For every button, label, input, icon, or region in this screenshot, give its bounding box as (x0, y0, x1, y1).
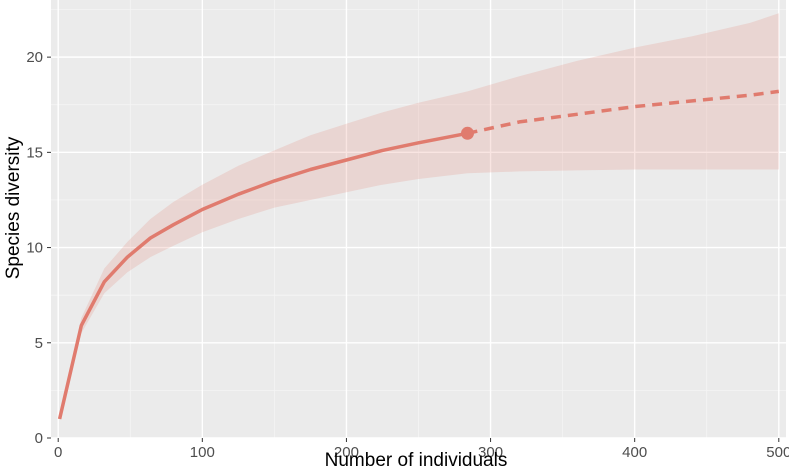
extrapolated-ribbon (467, 13, 779, 174)
y-tick-label: 20 (26, 49, 43, 66)
x-tick-label: 400 (622, 444, 647, 461)
x-tick-label: 300 (478, 444, 503, 461)
extrapolated-line (467, 89, 780, 136)
y-tick-label: 15 (26, 144, 43, 161)
x-tick-label: 200 (334, 444, 359, 461)
y-tick-label: 5 (35, 335, 43, 352)
confidence-ribbons (59, 13, 779, 420)
x-tick-label: 500 (766, 444, 789, 461)
x-tick-label: 0 (54, 444, 62, 461)
x-axis-title: Number of individuals (325, 450, 508, 469)
y-tick-label: 0 (35, 430, 43, 447)
major-gridlines (51, 0, 786, 439)
observed-points (461, 126, 474, 140)
interpolated-ribbon (59, 91, 468, 420)
x-axis-ticks: 0 100 200 300 400 500 (54, 438, 789, 461)
series-lines (57, 89, 780, 420)
y-axis-title: Species diversity (3, 136, 24, 279)
interpolated-line (57, 131, 468, 420)
y-tick-label: 10 (26, 240, 43, 257)
minor-gridlines (51, 0, 786, 438)
y-axis-ticks: 0 5 10 15 20 (26, 49, 51, 447)
observed-point (461, 126, 474, 140)
x-tick-label: 100 (190, 444, 215, 461)
